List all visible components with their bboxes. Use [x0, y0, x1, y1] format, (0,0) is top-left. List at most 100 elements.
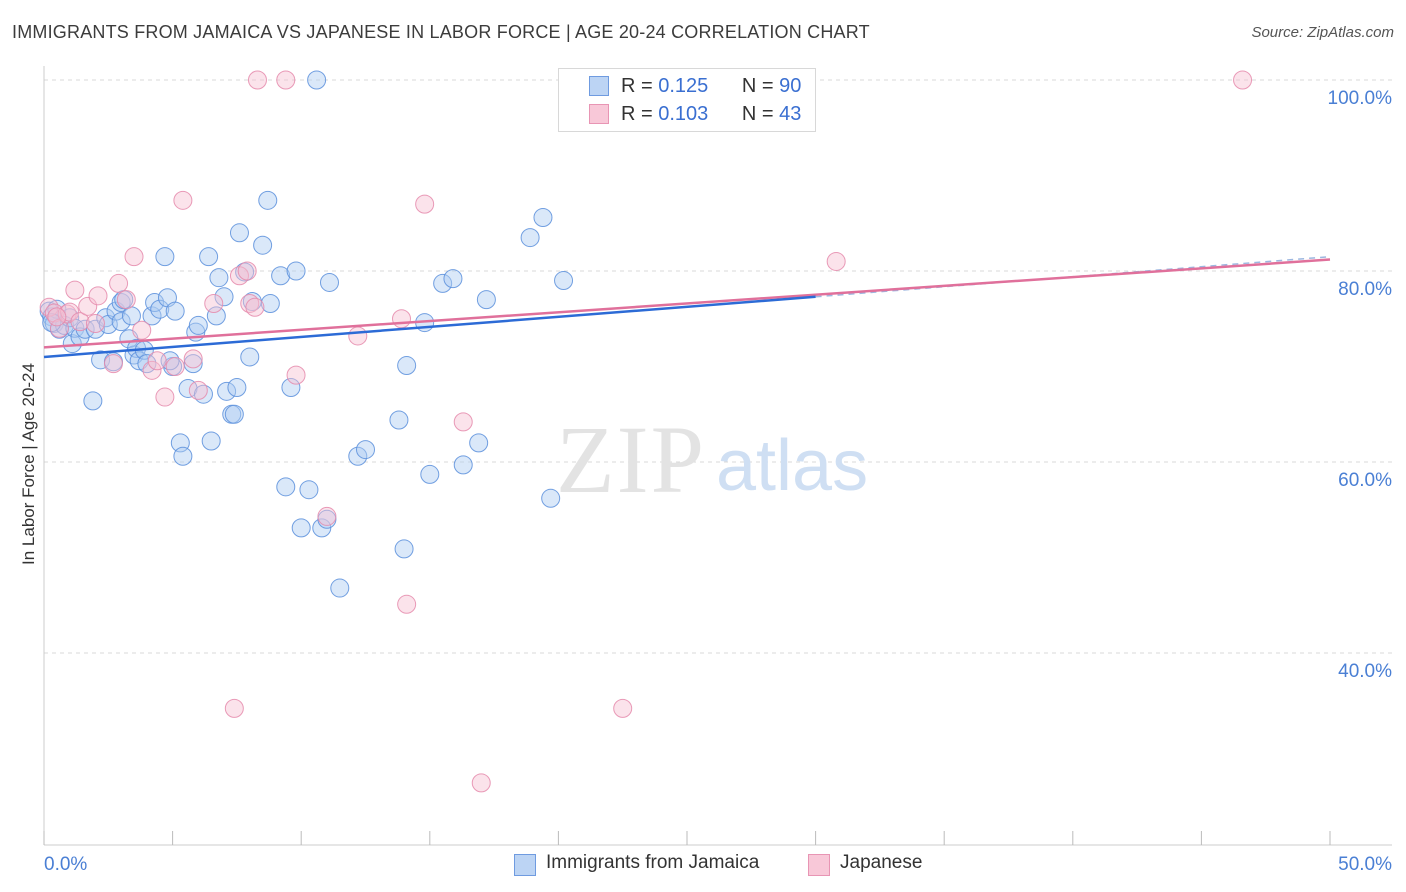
- legend-swatch-jamaica: [589, 76, 609, 96]
- data-point-jamaica: [394, 539, 414, 559]
- data-point-jamaica: [150, 299, 170, 319]
- data-point-jamaica: [356, 440, 375, 460]
- data-point-jamaica: [330, 578, 350, 598]
- tick-labels: 40.0% 60.0% 80.0% 100.0% 0.0% 50.0%: [44, 88, 1392, 875]
- data-point-japanese: [348, 326, 368, 346]
- correlation-legend: R = 0.125 N = 90 R = 0.103 N = 43: [558, 68, 816, 132]
- data-point-jamaica: [420, 464, 440, 484]
- watermark: ZIP atlas: [556, 406, 868, 513]
- data-point-japanese: [124, 247, 144, 267]
- legend-n-jamaica: 90: [779, 75, 802, 97]
- legend-r-japanese: 0.103: [658, 103, 709, 125]
- data-point-jamaica: [476, 290, 496, 310]
- data-point-jamaica: [229, 223, 249, 243]
- data-point-jamaica: [433, 273, 453, 293]
- data-point-jamaica: [443, 269, 463, 289]
- data-point-japanese: [204, 293, 224, 313]
- data-point-jamaica: [209, 268, 229, 288]
- data-point-jamaica: [145, 293, 165, 313]
- data-point-japanese: [142, 360, 162, 380]
- data-point-jamaica: [276, 477, 296, 497]
- legend-r-label: R =: [621, 75, 653, 97]
- data-point-jamaica: [214, 287, 234, 307]
- data-point-jamaica: [206, 306, 226, 326]
- data-point-jamaica: [201, 431, 221, 451]
- data-point-japanese: [183, 349, 203, 369]
- data-point-japanese: [147, 351, 167, 371]
- data-point-japanese: [826, 251, 846, 271]
- data-point-jamaica: [173, 446, 193, 466]
- data-point-jamaica: [155, 247, 175, 267]
- data-point-jamaica: [291, 518, 311, 538]
- data-point-japanese: [276, 70, 296, 90]
- data-point-japanese: [173, 190, 193, 210]
- data-point-japanese: [70, 312, 90, 332]
- data-point-jamaica: [469, 433, 489, 453]
- data-point-japanese: [1233, 70, 1253, 90]
- data-point-japanese: [397, 594, 417, 614]
- data-point-japanese: [237, 261, 257, 281]
- data-point-jamaica: [217, 381, 237, 401]
- data-point-japanese: [240, 293, 260, 313]
- data-point-japanese: [85, 314, 105, 334]
- data-point-japanese: [165, 357, 185, 376]
- data-point-japanese: [247, 70, 267, 90]
- data-point-jamaica: [111, 293, 131, 313]
- data-point-jamaica: [271, 266, 291, 286]
- data-point-japanese: [155, 387, 175, 407]
- data-point-jamaica: [533, 208, 553, 228]
- data-point-japanese: [415, 194, 435, 214]
- data-point-jamaica: [389, 410, 409, 430]
- data-point-jamaica: [165, 301, 185, 321]
- legend-n-label: N =: [741, 75, 774, 97]
- legend-r-jamaica: 0.125: [658, 75, 709, 97]
- bottom-legend-japanese: Japanese: [840, 852, 923, 873]
- legend-r-label: R =: [621, 103, 653, 125]
- bottom-legend-jamaica: Immigrants from Jamaica: [546, 852, 760, 873]
- data-point-japanese: [453, 412, 473, 432]
- data-point-jamaica: [397, 356, 417, 376]
- data-point-japanese: [65, 280, 85, 300]
- y-tick-label: 40.0%: [1338, 661, 1392, 682]
- data-point-jamaica: [111, 312, 131, 332]
- data-point-jamaica: [224, 404, 244, 424]
- watermark-zip: ZIP: [556, 406, 706, 513]
- source-label: Source: ZipAtlas.com: [1251, 24, 1394, 41]
- data-point-japanese: [224, 698, 244, 718]
- data-point-japanese: [188, 380, 208, 400]
- data-point-jamaica: [541, 488, 561, 508]
- data-point-jamaica: [299, 480, 319, 500]
- data-point-jamaica: [554, 271, 574, 291]
- data-point-jamaica: [188, 315, 208, 335]
- gridlines: [44, 79, 1392, 654]
- data-point-jamaica: [193, 384, 213, 404]
- trend-line-japanese: [43, 258, 1331, 349]
- data-point-japanese: [88, 286, 108, 306]
- data-point-jamaica: [83, 391, 103, 411]
- data-point-jamaica: [307, 70, 327, 90]
- x-tick-label: 50.0%: [1338, 854, 1392, 875]
- legend-row-jamaica: R = 0.125 N = 90: [621, 75, 801, 99]
- data-point-japanese: [245, 297, 265, 317]
- data-point-japanese: [613, 698, 633, 718]
- data-point-japanese: [132, 320, 152, 340]
- data-point-japanese: [47, 307, 67, 327]
- data-point-jamaica: [62, 334, 82, 354]
- data-point-jamaica: [520, 228, 540, 248]
- legend-swatch-japanese: [589, 104, 609, 124]
- data-point-japanese: [39, 297, 59, 317]
- data-point-jamaica: [348, 446, 368, 466]
- legend-row-japanese: R = 0.103 N = 43: [621, 103, 801, 127]
- data-point-japanese: [78, 296, 98, 316]
- data-point-jamaica: [258, 190, 278, 210]
- y-tick-label: 100.0%: [1328, 88, 1393, 109]
- data-point-jamaica: [227, 378, 247, 398]
- data-point-jamaica: [453, 455, 473, 475]
- data-point-japanese: [317, 506, 337, 526]
- chart-title: IMMIGRANTS FROM JAMAICA VS JAPANESE IN L…: [12, 22, 870, 42]
- bottom-legend-swatch-jamaica: [514, 854, 536, 876]
- data-point-japanese: [286, 365, 306, 385]
- legend-n-japanese: 43: [779, 103, 802, 125]
- data-point-jamaica: [281, 378, 301, 398]
